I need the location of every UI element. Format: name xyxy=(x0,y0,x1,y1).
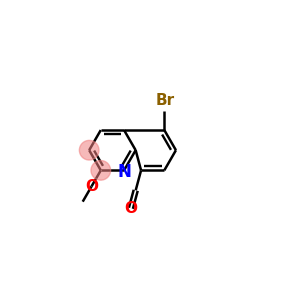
Text: O: O xyxy=(85,179,98,194)
Text: N: N xyxy=(117,163,131,181)
Circle shape xyxy=(91,160,111,180)
Text: O: O xyxy=(124,201,137,216)
Circle shape xyxy=(80,140,99,160)
Text: Br: Br xyxy=(156,93,175,108)
